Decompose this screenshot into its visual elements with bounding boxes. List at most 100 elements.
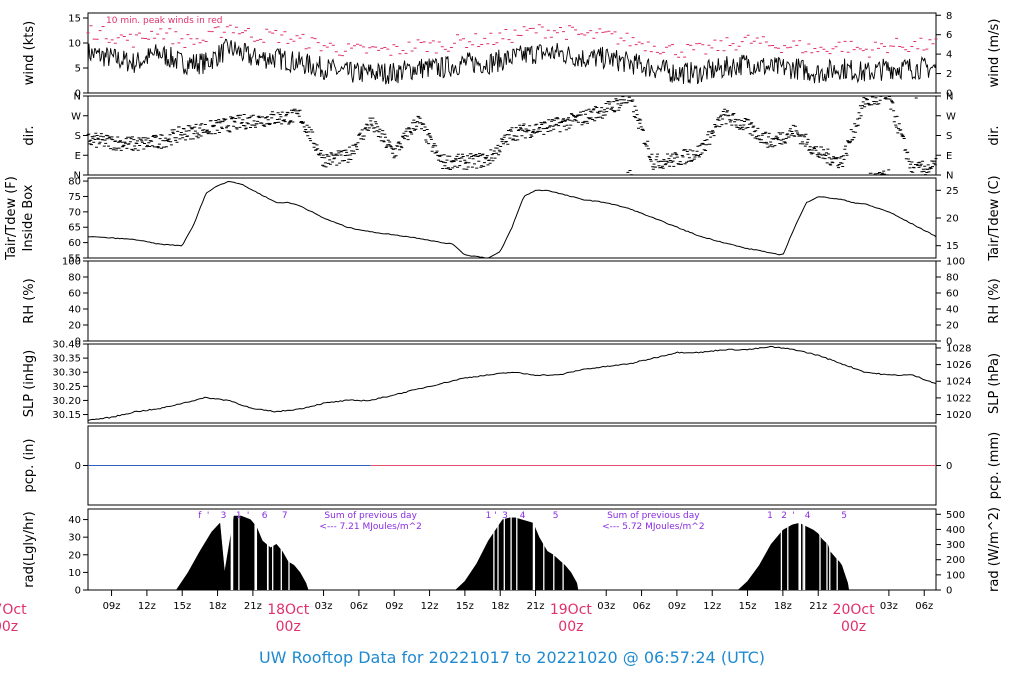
radiation-peak-marker: 6 <box>262 511 268 521</box>
x-date-label: 20Oct <box>833 602 876 618</box>
right-tick-label-rh: 40 <box>946 305 959 316</box>
left-tick-label-wind: 15 <box>68 14 81 25</box>
wind-direction-marks <box>86 95 938 176</box>
x-tick-label: 15z <box>739 601 757 612</box>
left-axis-title-rad: rad(Lgly/hr) <box>22 511 37 587</box>
right-tick-label-temp: 25 <box>946 186 959 197</box>
right-tick-label-pcp: 0 <box>946 461 952 472</box>
x-tick-label: 18z <box>774 601 792 612</box>
right-tick-label-rad: 400 <box>946 525 965 536</box>
left-axis-title-slp: SLP (inHg) <box>22 350 37 418</box>
radiation-peak-marker: 5 <box>841 511 847 521</box>
left-axis-title-temp: Tair/Tdew (F) <box>4 176 19 261</box>
right-tick-label-dir: S <box>946 131 952 142</box>
right-tick-label-wind: 6 <box>946 30 952 41</box>
x-date-time-label: 00z <box>841 619 866 635</box>
radiation-area-day-1 <box>175 515 309 591</box>
chart-footer-title: UW Rooftop Data for 20221017 to 20221020… <box>258 648 766 667</box>
x-date-label: 18Oct <box>267 602 310 618</box>
radiation-peak-marker: ' <box>247 511 249 521</box>
series-line-slp <box>87 345 937 421</box>
right-axis-title-pcp: pcp. (mm) <box>987 432 1002 499</box>
right-tick-label-rad: 500 <box>946 510 965 521</box>
right-tick-label-wind: 0 <box>946 89 952 100</box>
left-tick-label-temp: 75 <box>68 192 81 203</box>
left-axis-title-temp-line2: Inside Box <box>21 184 36 251</box>
radiation-sum-label: Sum of previous day <box>324 511 417 521</box>
left-tick-label-temp: 80 <box>68 177 81 188</box>
right-tick-label-rad: 300 <box>946 540 965 551</box>
radiation-peak-marker: 1 <box>486 511 492 521</box>
panel-frame-wind <box>87 12 937 94</box>
left-tick-label-slp: 30.15 <box>52 410 81 421</box>
left-tick-label-rh: 80 <box>68 273 81 284</box>
right-tick-label-rh: 100 <box>946 257 965 268</box>
radiation-gaps-day-3 <box>780 511 838 590</box>
radiation-peak-marker: 3 <box>502 511 508 521</box>
right-tick-label-wind: 4 <box>946 50 952 61</box>
right-tick-label-slp: 1024 <box>946 377 971 388</box>
panel-frame-slp <box>87 343 937 424</box>
left-axis-title-wind: wind (kts) <box>22 21 37 85</box>
right-tick-label-slp: 1022 <box>946 393 971 404</box>
radiation-peak-marker: 5 <box>553 511 559 521</box>
radiation-peak-marker: 4 <box>805 511 811 521</box>
left-tick-label-slp: 30.40 <box>52 340 81 351</box>
left-tick-label-temp: 55 <box>68 254 81 265</box>
right-tick-label-slp: 1026 <box>946 360 971 371</box>
x-tick-label: 21z <box>244 601 262 612</box>
left-tick-label-pcp: 0 <box>75 461 81 472</box>
right-tick-label-wind: 2 <box>946 69 952 80</box>
left-tick-label-dir: N <box>74 171 81 182</box>
x-date-time-label: 00z <box>558 619 583 635</box>
right-tick-label-temp: 15 <box>946 241 959 252</box>
x-tick-label: 18z <box>209 601 227 612</box>
left-tick-label-rh: 40 <box>68 305 81 316</box>
radiation-peak-marker: ' <box>792 511 794 521</box>
x-tick-label: 21z <box>809 601 827 612</box>
weather-chart: 0 5 10 15 0 2 4 6 8 wind (kts) wind (m/s) 10 min. p… <box>0 11 1002 635</box>
right-axis-title-rh: RH (%) <box>987 278 1002 323</box>
x-tick-label: 03z <box>880 601 898 612</box>
right-axis-title-rad: rad (W/m^2) <box>987 507 1002 592</box>
wind-speed-line <box>87 38 937 85</box>
right-tick-label-rh: 60 <box>946 289 959 300</box>
x-date-time-label: 00z <box>276 619 301 635</box>
x-tick-label: 12z <box>703 601 721 612</box>
radiation-peak-marker: 4 <box>520 511 526 521</box>
wind-peak-marks <box>86 24 938 58</box>
right-tick-label-rh: 20 <box>946 321 959 332</box>
right-tick-label-rad: 0 <box>946 586 952 597</box>
x-tick-label: 15z <box>456 601 474 612</box>
left-tick-label-dir: E <box>75 151 81 162</box>
radiation-sum-value: <--- 7.21 MJoules/m^2 <box>319 522 421 532</box>
left-tick-label-temp: 60 <box>68 238 81 249</box>
radiation-peak-marker: ' <box>494 511 496 521</box>
right-tick-label-rh: 0 <box>946 337 952 348</box>
x-tick-label: 06z <box>633 601 651 612</box>
left-tick-label-dir: S <box>75 131 81 142</box>
x-date-time-label: 00z <box>0 619 18 635</box>
x-tick-label: 03z <box>597 601 615 612</box>
right-tick-label-dir: N <box>946 171 953 182</box>
right-axis-title-wind: wind (m/s) <box>987 19 1002 88</box>
right-tick-label-dir: E <box>946 151 952 162</box>
left-tick-label-rad: 10 <box>68 568 81 579</box>
left-tick-label-dir: W <box>71 111 81 122</box>
radiation-peak-marker: ' <box>207 511 209 521</box>
radiation-peak-marker: 3 <box>221 511 227 521</box>
left-tick-label-wind: 10 <box>68 39 81 50</box>
radiation-area-day-3 <box>737 522 850 591</box>
right-tick-label-dir: W <box>946 111 956 122</box>
right-tick-label-temp: 20 <box>946 214 959 225</box>
right-tick-label-rad: 200 <box>946 555 965 566</box>
left-tick-label-rh: 100 <box>62 257 81 268</box>
left-tick-label-temp: 70 <box>68 207 81 218</box>
x-tick-label: 15z <box>173 601 191 612</box>
left-tick-label-wind: 5 <box>75 64 81 75</box>
radiation-peak-marker: f <box>198 511 202 521</box>
right-axis-title-temp: Tair/Tdew (C) <box>987 175 1002 261</box>
right-tick-label-dir: N <box>946 92 953 103</box>
x-tick-label: 03z <box>315 601 333 612</box>
